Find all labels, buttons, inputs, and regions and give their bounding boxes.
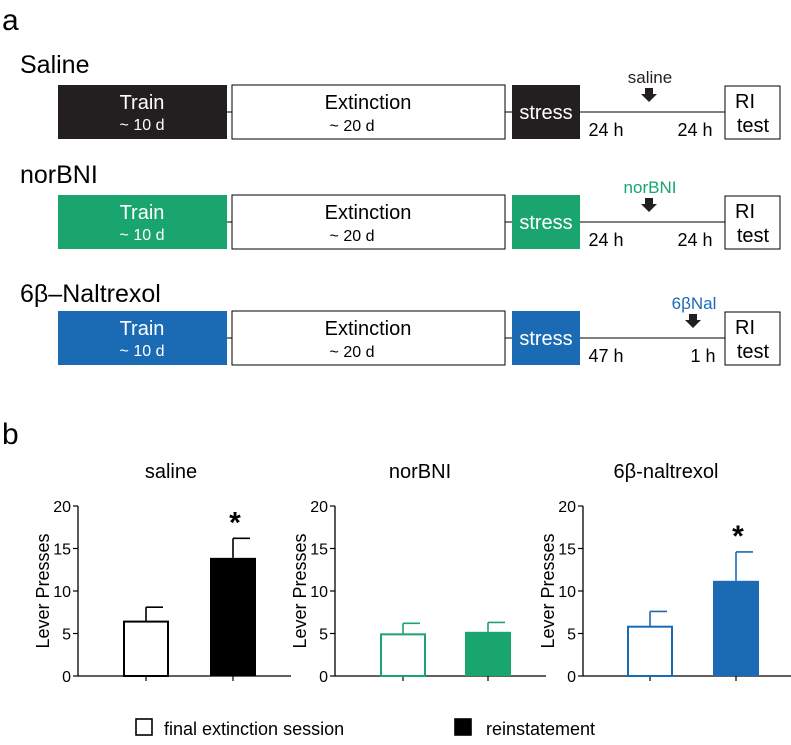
panel-b-letter: b [2, 418, 19, 451]
row-title: norBNI [20, 161, 98, 189]
y-tick-label: 20 [310, 499, 328, 516]
down-arrow-icon [641, 88, 657, 102]
ri-test-box [724, 195, 781, 250]
down-arrow-icon [685, 314, 701, 328]
stress-label: stress [519, 212, 572, 234]
bar-reinstatement [713, 580, 759, 676]
row-title: Saline [20, 51, 90, 79]
drug-label: saline [628, 68, 672, 87]
bar-reinstatement [465, 631, 511, 676]
y-tick-label: 15 [310, 542, 328, 559]
extinction-box [231, 84, 506, 140]
chart-title: 6β-naltrexol [614, 461, 719, 483]
ri-label: RI [735, 317, 755, 339]
y-tick-label: 5 [62, 627, 71, 644]
drug-label: 6βNal [672, 294, 717, 313]
interval-left: 24 h [588, 120, 623, 140]
y-tick-label: 0 [319, 669, 328, 686]
y-tick-label: 10 [310, 584, 328, 601]
bar-final-extinction [123, 620, 169, 677]
train-box [58, 195, 227, 249]
test-label: test [737, 225, 770, 247]
interval-right: 24 h [677, 120, 712, 140]
extinction-label: Extinction [325, 92, 412, 114]
y-tick-label: 0 [567, 669, 576, 686]
y-tick-label: 20 [53, 499, 71, 516]
ri-label: RI [735, 91, 755, 113]
stress-label: stress [519, 102, 572, 124]
significance-marker: * [732, 520, 744, 553]
test-label: test [737, 341, 770, 363]
stress-box [512, 195, 580, 249]
extinction-duration: ~ 20 d [330, 118, 375, 135]
y-tick-label: 10 [558, 584, 576, 601]
legend-label-final-extinction: final extinction session [164, 719, 344, 739]
chart-title: saline [145, 461, 197, 483]
y-axis-label: Lever Presses [33, 533, 53, 648]
y-tick-label: 0 [62, 669, 71, 686]
legend-swatch-final-extinction [135, 718, 153, 736]
train-label: Train [120, 92, 165, 114]
train-label: Train [120, 318, 165, 340]
extinction-label: Extinction [325, 318, 412, 340]
interval-right: 24 h [677, 230, 712, 250]
y-tick-label: 15 [558, 542, 576, 559]
train-box [58, 85, 227, 139]
test-label: test [737, 115, 770, 137]
y-tick-label: 20 [558, 499, 576, 516]
down-arrow-icon [641, 198, 657, 212]
y-tick-label: 5 [319, 627, 328, 644]
train-label: Train [120, 202, 165, 224]
interval-left: 47 h [588, 346, 623, 366]
legend-label-reinstatement: reinstatement [486, 719, 595, 739]
bar-reinstatement [210, 557, 256, 676]
extinction-duration: ~ 20 d [330, 228, 375, 245]
ri-test-box [724, 85, 781, 140]
interval-right: 1 h [690, 346, 715, 366]
extinction-box [231, 194, 506, 250]
y-tick-label: 5 [567, 627, 576, 644]
bar-final-extinction [627, 625, 673, 678]
y-tick-label: 15 [53, 542, 71, 559]
train-box [58, 311, 227, 365]
stress-label: stress [519, 328, 572, 350]
drug-label: norBNI [624, 178, 677, 197]
stress-box [512, 85, 580, 139]
timeline-row-2: 6β–Naltrexol Train ~ 10 d Extinction ~ 20 d s… [20, 280, 781, 366]
extinction-label: Extinction [325, 202, 412, 224]
timeline-row-1: norBNI Train ~ 10 d Extinction ~ 20 d stress n… [20, 161, 781, 250]
timeline-row-0: Saline Train ~ 10 d Extinction ~ 20 d stress s… [20, 51, 781, 140]
chart-title: norBNI [389, 461, 451, 483]
row-title: 6β–Naltrexol [20, 280, 161, 308]
y-axis-label: Lever Presses [290, 533, 310, 648]
legend-swatch-reinstatement [454, 718, 472, 736]
extinction-duration: ~ 20 d [330, 344, 375, 361]
stress-box [512, 311, 580, 365]
train-duration: ~ 10 d [120, 227, 165, 244]
y-tick-label: 10 [53, 584, 71, 601]
ri-label: RI [735, 201, 755, 223]
interval-left: 24 h [588, 230, 623, 250]
timeline-panel: Saline Train ~ 10 d Extinction ~ 20 d stress s… [20, 51, 781, 366]
significance-marker: * [229, 506, 241, 539]
train-duration: ~ 10 d [120, 343, 165, 360]
bar-final-extinction [380, 633, 426, 677]
y-axis-label: Lever Presses [538, 533, 558, 648]
panel-a-letter: a [2, 4, 19, 37]
extinction-box [231, 310, 506, 366]
ri-test-box [724, 311, 781, 366]
legend: final extinction session reinstatement [135, 718, 595, 739]
train-duration: ~ 10 d [120, 117, 165, 134]
